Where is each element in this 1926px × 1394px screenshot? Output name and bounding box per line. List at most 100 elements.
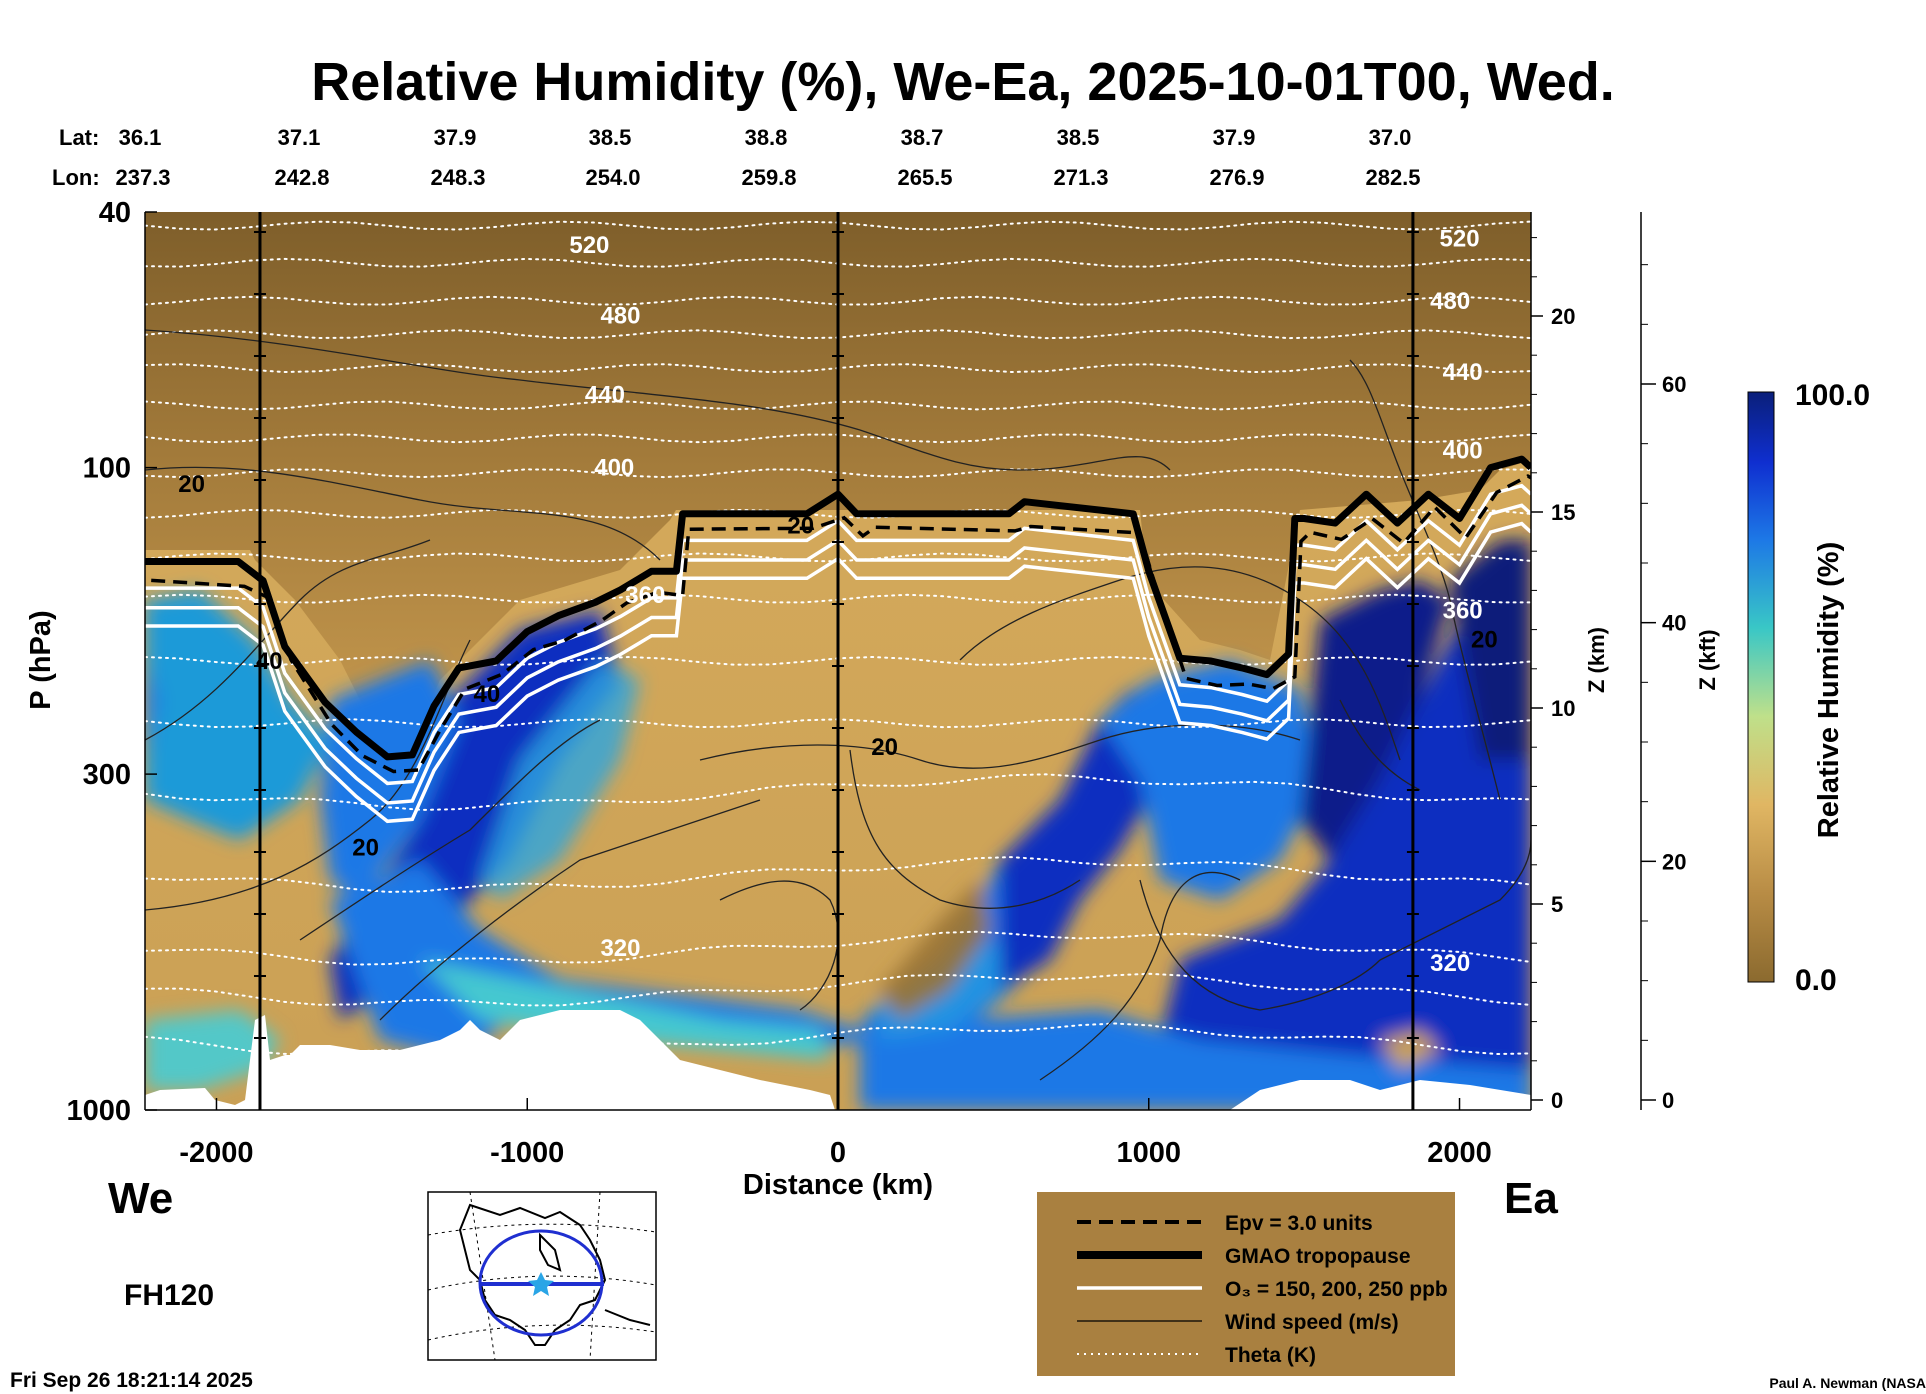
colorbar-scale (1747, 391, 1775, 983)
lat-value: 37.1 (278, 125, 321, 150)
z-km-tick-label: 0 (1551, 1088, 1563, 1113)
wind-label: 20 (787, 512, 814, 539)
y-axis-label: P (hPa) (25, 610, 57, 709)
lon-value: 276.9 (1209, 165, 1264, 190)
lon-value: 242.8 (274, 165, 329, 190)
tropopause-path (145, 455, 1531, 761)
theta-label: 400 (594, 455, 634, 482)
colorbar-min-label: 0.0 (1795, 964, 1837, 997)
lon-value: 248.3 (430, 165, 485, 190)
z-km-tick-label: 15 (1551, 500, 1575, 525)
theta-labels: 520 480 440 400 360 320 520 480 440 400 360 320 (569, 226, 1482, 977)
distance-ticks: -2000 -1000 0 1000 2000 (179, 1098, 1492, 1169)
inset-map (427, 1191, 657, 1361)
lat-value: 38.5 (589, 125, 632, 150)
distance-tick-label: -2000 (179, 1137, 253, 1169)
theta-label: 360 (1443, 598, 1483, 625)
wind-label: 20 (178, 471, 205, 498)
lat-label: Lat: (59, 125, 99, 150)
colorbar: 100.0 0.0 Relative Humidity (%) (1747, 379, 1870, 997)
theta-label: 320 (600, 935, 640, 962)
wind-contour (299, 719, 601, 941)
theta-label: 520 (1440, 226, 1480, 253)
lon-label: Lon: (52, 165, 100, 190)
legend-label: Epv = 3.0 units (1225, 1212, 1373, 1235)
wind-label: 20 (1471, 626, 1498, 653)
epv-contour (151, 474, 1531, 774)
wind-label: 40 (473, 681, 500, 708)
lat-value: 36.1 (119, 125, 162, 150)
lon-value: 237.3 (115, 165, 170, 190)
ozone-contours (145, 483, 1531, 824)
wind-contour (849, 749, 1081, 909)
z-kft-label: Z (kft) (1695, 629, 1720, 690)
lon-value: 271.3 (1053, 165, 1108, 190)
epv-contours (151, 474, 1531, 774)
theta-label: 520 (569, 232, 609, 259)
wind-contour (1449, 599, 1501, 801)
wind-contour (1339, 699, 1421, 791)
legend-label: Wind speed (m/s) (1225, 1311, 1399, 1334)
pressure-ticks: 40 100 300 1000 (66, 197, 157, 1127)
theta-label: 320 (1430, 950, 1470, 977)
theta-label: 480 (1430, 288, 1470, 315)
tropopause-line (145, 455, 1531, 761)
distance-tick-label: 2000 (1427, 1137, 1492, 1169)
footer-timestamp: Fri Sep 26 18:21:14 2025 (10, 1369, 253, 1392)
wind-contour (145, 466, 661, 561)
colorbar-label: Relative Humidity (%) (1813, 542, 1845, 839)
credit-text: Paul A. Newman (NASA (1769, 1375, 1926, 1391)
z-km-label: Z (km) (1584, 627, 1609, 693)
theta-label: 360 (625, 582, 665, 609)
section-markers (253, 212, 1419, 1110)
legend: Epv = 3.0 units GMAO tropopause O₃ = 150, … (1037, 1192, 1455, 1376)
lat-value: 38.7 (901, 125, 944, 150)
legend-label: Theta (K) (1225, 1344, 1316, 1367)
ozone-contour (145, 521, 1531, 824)
lat-value: 38.5 (1057, 125, 1100, 150)
lat-value: 37.9 (434, 125, 477, 150)
theta-label: 440 (585, 382, 625, 409)
legend-label: O₃ = 150, 200, 250 ppb (1225, 1278, 1448, 1301)
z-km-ticks: 0 5 10 15 20 (1531, 237, 1575, 1113)
lat-value: 38.8 (745, 125, 788, 150)
lon-value: 282.5 (1365, 165, 1420, 190)
lon-value: 259.8 (741, 165, 796, 190)
pressure-tick-label: 40 (99, 197, 131, 229)
distance-tick-label: 0 (830, 1137, 846, 1169)
wind-contour (145, 639, 471, 911)
wind-label: 40 (256, 648, 283, 675)
wind-contour (1039, 871, 1241, 1081)
theta-label: 480 (600, 303, 640, 330)
chart-title: Relative Humidity (%), We-Ea, 2025-10-01… (311, 52, 1614, 112)
wind-contour (959, 566, 1401, 761)
ozone-contour (145, 483, 1531, 786)
wind-label: 20 (352, 834, 379, 861)
distance-tick-label: -1000 (490, 1137, 564, 1169)
lon-value: 254.0 (585, 165, 640, 190)
pressure-tick-label: 300 (83, 759, 131, 791)
wind-label: 20 (871, 734, 898, 761)
z-km-tick-label: 20 (1551, 304, 1575, 329)
z-km-tick-label: 10 (1551, 696, 1575, 721)
wind-contour (1349, 359, 1451, 601)
wind-contour (719, 880, 839, 1011)
z-kft-ticks: 0 20 40 60 (1641, 264, 1686, 1113)
wind-contour (145, 329, 1171, 471)
pressure-tick-label: 100 (83, 453, 131, 485)
lon-value: 265.5 (897, 165, 952, 190)
forecast-hour: FH120 (124, 1279, 214, 1312)
lat-lon-row: 36.1 37.1 37.9 38.5 38.8 38.7 38.5 37.9 37.0 237.… (115, 125, 1420, 190)
z-kft-tick-label: 20 (1662, 849, 1686, 874)
wind-contour (1139, 879, 1381, 1011)
east-label: Ea (1504, 1174, 1558, 1223)
z-kft-tick-label: 40 (1662, 611, 1686, 636)
theta-label: 400 (1443, 437, 1483, 464)
west-label: We (108, 1174, 173, 1223)
theta-contour (145, 1022, 1531, 1059)
colorbar-max-label: 100.0 (1795, 379, 1870, 412)
x-axis-label: Distance (km) (743, 1169, 933, 1201)
ozone-contour (145, 503, 1531, 805)
pressure-tick-label: 1000 (66, 1095, 131, 1127)
